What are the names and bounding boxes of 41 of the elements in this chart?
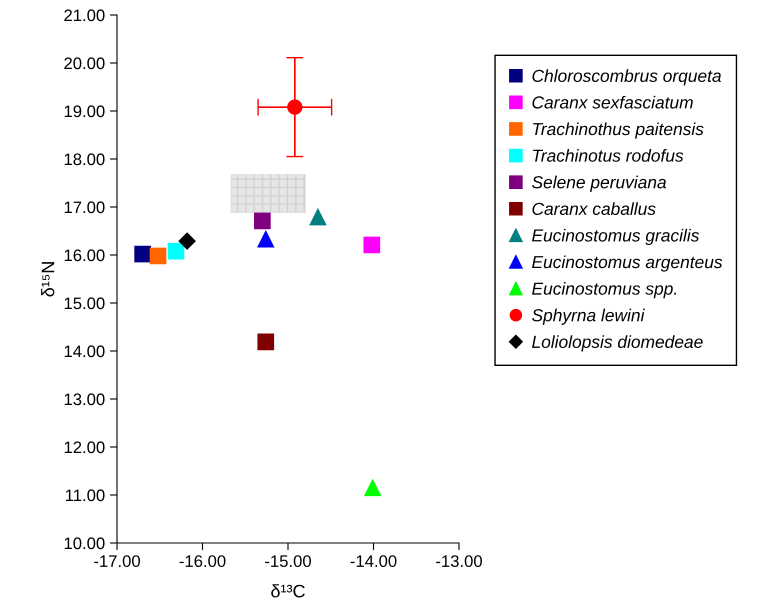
y-tick-label: 10.00 xyxy=(64,537,105,550)
y-tick-label: 20.00 xyxy=(64,57,105,70)
y-tick-label: 15.00 xyxy=(64,297,105,310)
legend-label: Caranx caballus xyxy=(532,202,656,216)
y-tick-label: 14.00 xyxy=(64,345,105,358)
x-tick-label: -15.00 xyxy=(265,555,311,568)
legend-label: Eucinostomus argenteus xyxy=(532,255,722,272)
point xyxy=(168,242,184,260)
x-tick-label: -14.00 xyxy=(350,555,396,568)
x-tick-label: -16.00 xyxy=(180,555,226,568)
point xyxy=(363,236,380,254)
y-axis-title: δ¹⁵N xyxy=(41,262,54,297)
y-tick-label: 21.00 xyxy=(64,9,105,22)
point xyxy=(150,248,166,264)
legend-label: Trachinothus paitensis xyxy=(533,122,704,139)
legend-label: Chloroscombrus orqueta xyxy=(532,69,722,86)
legend-label: Caranx sexfasciatum xyxy=(532,96,693,109)
point xyxy=(364,479,381,496)
legend-label: Eucinostomus spp. xyxy=(532,282,676,298)
legend-label: Loliolopsis diomedeae xyxy=(532,335,703,352)
y-tick-label: 12.00 xyxy=(64,441,105,454)
x-axis-title: δ¹³C xyxy=(271,584,305,598)
legend-label: Selene peruviana xyxy=(532,176,666,192)
point xyxy=(257,230,274,248)
legend-label: Sphyrna lewini xyxy=(532,308,645,325)
point xyxy=(287,100,302,115)
point xyxy=(134,246,151,262)
y-tick-label: 18.00 xyxy=(64,153,105,166)
point xyxy=(254,212,271,230)
point xyxy=(178,232,196,250)
y-tick-label: 16.00 xyxy=(64,249,105,262)
point xyxy=(310,208,326,226)
x-tick-label: -13.00 xyxy=(436,555,482,568)
legend-label: Trachinotus rodofus xyxy=(533,149,684,162)
legend-label: Eucinostomus gracilis xyxy=(532,228,700,246)
y-tick-label: 19.00 xyxy=(64,105,105,118)
point xyxy=(257,334,274,350)
y-tick-label: 11.00 xyxy=(66,489,105,502)
x-tick-label: -17.00 xyxy=(94,555,140,568)
y-tick-label: 17.00 xyxy=(64,201,105,214)
y-tick-label: 13.00 xyxy=(64,393,105,406)
